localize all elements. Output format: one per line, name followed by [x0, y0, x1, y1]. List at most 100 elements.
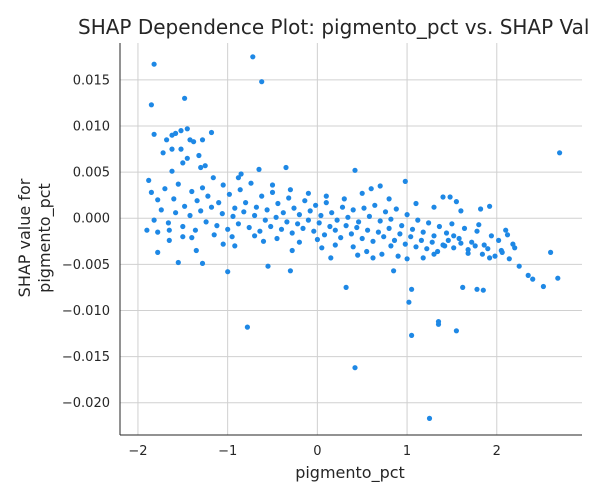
- data-point: [151, 131, 157, 137]
- y-tick-labels: 0.015 0.010 0.005 0.000 −0.005 −0.010 −0.015 −0…: [62, 73, 110, 411]
- data-point: [440, 194, 446, 200]
- data-point: [189, 188, 195, 195]
- data-point: [313, 202, 319, 208]
- data-point: [296, 212, 302, 218]
- data-point: [355, 252, 361, 258]
- data-point: [151, 61, 157, 67]
- data-point: [241, 209, 247, 215]
- data-point: [485, 246, 491, 252]
- data-point: [296, 239, 302, 245]
- data-point: [453, 328, 459, 334]
- data-point: [431, 204, 437, 210]
- data-point: [397, 231, 403, 237]
- data-point: [381, 234, 387, 240]
- data-point: [420, 229, 426, 235]
- data-point: [235, 221, 241, 227]
- x-tick-label: −2: [128, 444, 147, 459]
- data-point: [237, 187, 243, 193]
- data-point: [443, 230, 450, 236]
- data-point: [388, 216, 394, 222]
- data-point: [496, 237, 502, 243]
- data-point: [187, 212, 193, 219]
- scatter-points: [144, 54, 563, 421]
- data-point: [368, 186, 374, 192]
- data-point: [359, 235, 365, 242]
- data-point: [391, 268, 397, 274]
- data-point: [453, 199, 459, 205]
- data-point: [219, 211, 225, 217]
- data-point: [476, 222, 482, 228]
- y-tick-label: −0.015: [62, 350, 110, 365]
- data-point: [445, 237, 451, 243]
- data-point: [305, 190, 311, 196]
- data-point: [180, 160, 186, 166]
- data-point: [284, 219, 290, 225]
- data-point: [510, 241, 516, 247]
- data-point: [413, 200, 419, 207]
- data-point: [295, 221, 301, 227]
- data-point: [144, 227, 150, 233]
- data-point: [148, 189, 154, 195]
- y-tick-label: 0.005: [73, 166, 110, 181]
- data-point: [435, 248, 441, 255]
- data-point: [196, 152, 202, 159]
- data-point: [413, 244, 419, 250]
- x-tick-label: 2: [493, 444, 501, 459]
- data-point: [557, 150, 563, 156]
- data-point: [424, 246, 430, 252]
- data-point: [364, 248, 370, 255]
- data-point: [343, 223, 349, 229]
- data-point: [409, 226, 416, 232]
- data-point: [323, 193, 329, 199]
- data-point: [259, 79, 265, 85]
- data-point: [339, 204, 346, 210]
- data-point: [253, 204, 259, 210]
- data-point: [216, 200, 222, 206]
- data-point: [370, 255, 376, 261]
- data-point: [314, 236, 320, 243]
- data-point: [283, 164, 289, 171]
- data-point: [175, 181, 181, 187]
- data-point: [472, 243, 478, 249]
- y-tick-label: −0.005: [62, 258, 110, 273]
- data-point: [229, 234, 235, 240]
- chart-title: SHAP Dependence Plot: pigmento_pct vs. S…: [78, 15, 589, 39]
- data-point: [352, 365, 358, 371]
- data-point: [348, 231, 354, 237]
- data-point: [193, 247, 199, 254]
- data-point: [289, 230, 295, 236]
- y-tick-label: −0.020: [62, 396, 110, 411]
- x-tick-labels: −2 −1 0 1 2: [128, 444, 501, 459]
- data-point: [199, 260, 206, 266]
- data-point: [269, 182, 276, 188]
- y-tick-label: 0.015: [73, 73, 110, 88]
- data-point: [226, 191, 232, 197]
- data-point: [372, 202, 378, 208]
- data-point: [343, 284, 349, 290]
- data-point: [211, 232, 217, 238]
- data-point: [202, 163, 208, 169]
- data-point: [402, 241, 408, 247]
- data-point: [194, 198, 200, 204]
- data-point: [404, 256, 410, 262]
- data-point: [474, 286, 480, 292]
- data-point: [300, 225, 306, 231]
- data-point: [402, 178, 408, 184]
- data-point: [289, 247, 295, 254]
- data-point: [365, 227, 371, 233]
- data-point: [465, 247, 471, 253]
- data-point: [198, 164, 204, 171]
- data-point: [426, 220, 432, 226]
- data-point: [465, 250, 471, 256]
- data-point: [180, 234, 186, 240]
- data-point: [506, 256, 512, 262]
- data-point: [287, 268, 293, 274]
- data-point: [431, 251, 437, 257]
- data-point: [187, 137, 193, 143]
- data-point: [198, 208, 204, 214]
- data-point: [180, 223, 186, 230]
- data-point: [449, 221, 455, 227]
- y-axis-label-line-2: pigmento_pct: [35, 183, 55, 293]
- data-point: [354, 224, 360, 231]
